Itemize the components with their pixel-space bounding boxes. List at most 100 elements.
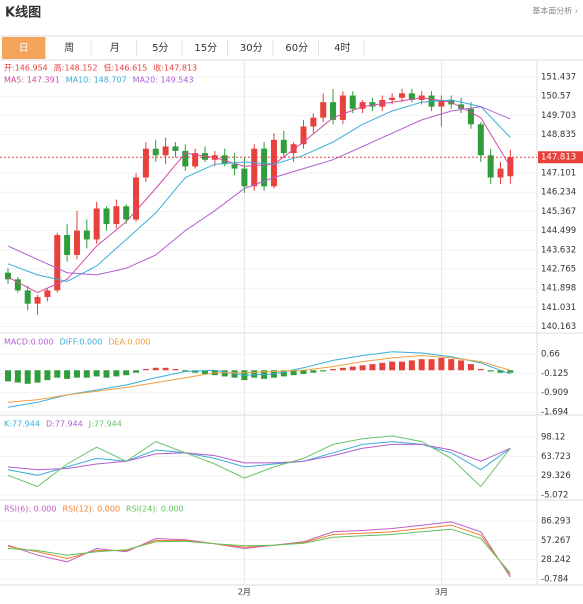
candle-body xyxy=(487,155,494,178)
indicator-label: RSI(6): 0.000 xyxy=(4,505,56,514)
x-tick-label: 2月 xyxy=(238,588,251,597)
indicator-label: D:77.944 xyxy=(46,420,83,429)
indicator-line xyxy=(7,443,511,471)
macd-bar xyxy=(408,360,415,371)
macd-bar xyxy=(467,364,474,371)
candle-body xyxy=(438,99,445,107)
y-tick-label: 28.242 xyxy=(541,555,571,565)
ohlc-label: 高:148.152 xyxy=(54,63,98,73)
y-tick-label: -0.909 xyxy=(541,388,568,398)
candle-body xyxy=(54,235,61,291)
candle-body xyxy=(162,146,169,156)
macd-bar xyxy=(44,370,51,381)
macd-bar xyxy=(300,370,307,374)
macd-bar xyxy=(290,370,297,376)
y-tick-label: -5.072 xyxy=(541,490,568,500)
indicator-line xyxy=(7,99,511,283)
candle-body xyxy=(172,146,179,151)
y-tick-label: 149.703 xyxy=(541,111,576,121)
macd-bar xyxy=(64,370,71,379)
macd-bar xyxy=(330,369,337,371)
candle-body xyxy=(497,168,504,178)
macd-bar xyxy=(497,370,504,373)
y-tick-label: 145.367 xyxy=(541,207,576,217)
candle-body xyxy=(231,164,238,169)
indicator-line xyxy=(7,97,511,294)
y-tick-label: 0.66 xyxy=(541,350,560,360)
ohlc-label: 收:147.813 xyxy=(153,63,197,73)
y-tick-label: 141.031 xyxy=(541,303,576,313)
candle-body xyxy=(221,155,228,165)
candle-body xyxy=(142,148,149,178)
candle-body xyxy=(330,102,337,120)
macd-bar xyxy=(359,365,366,371)
macd-bar xyxy=(349,366,356,371)
y-tick-label: 29.326 xyxy=(541,471,571,481)
tab[interactable]: 4时 xyxy=(334,42,350,54)
candle-body xyxy=(241,168,248,187)
candle-body xyxy=(320,102,327,118)
fundamental-link[interactable]: 基本面分析 › xyxy=(532,6,578,16)
y-tick-label: 146.234 xyxy=(541,188,576,198)
macd-bar xyxy=(73,370,80,378)
ma-label: MA5: 147.391 xyxy=(4,76,60,85)
y-tick-label: -0.784 xyxy=(541,575,568,585)
indicator-line xyxy=(7,521,511,578)
candle-body xyxy=(399,93,405,98)
y-tick-label: 143.632 xyxy=(541,245,576,255)
macd-bar xyxy=(182,370,189,372)
candle-body xyxy=(300,126,307,145)
tab[interactable]: 5分 xyxy=(152,42,168,54)
macd-bar xyxy=(399,361,405,371)
candle-body xyxy=(24,290,31,304)
indicator-label: RSI(24): 0.000 xyxy=(126,505,184,514)
macd-bar xyxy=(428,359,435,371)
macd-bar xyxy=(221,370,228,377)
candle-body xyxy=(182,150,189,167)
candle-body xyxy=(349,95,356,109)
macd-bar xyxy=(448,359,455,371)
tab-selected-bg xyxy=(2,37,46,59)
macd-bar xyxy=(202,370,208,374)
macd-bar xyxy=(477,369,484,371)
tab[interactable]: 月 xyxy=(110,42,120,54)
x-tick-label: 3月 xyxy=(435,588,448,597)
candle-body xyxy=(290,144,297,154)
y-tick-label: 142.765 xyxy=(541,265,576,275)
macd-bar xyxy=(507,370,514,373)
y-tick-label: 148.835 xyxy=(541,130,576,140)
current-price-box xyxy=(538,151,583,164)
ma-label: MA20: 149.543 xyxy=(133,76,194,85)
macd-label: MACD:0.000 xyxy=(4,338,54,347)
macd-bar xyxy=(172,369,179,371)
macd-bar xyxy=(339,367,346,371)
candle-body xyxy=(389,97,396,100)
candle-body xyxy=(261,148,268,187)
macd-bar xyxy=(5,370,11,382)
candle-body xyxy=(14,279,21,291)
candle-body xyxy=(123,206,130,220)
candle-body xyxy=(34,297,41,304)
candle-body xyxy=(458,104,465,109)
candle-body xyxy=(44,290,51,298)
tab[interactable]: 日 xyxy=(19,43,29,54)
tab[interactable]: 周 xyxy=(64,42,74,54)
candle-body xyxy=(369,102,376,107)
y-tick-label: -1.694 xyxy=(541,407,568,417)
tab[interactable]: 60分 xyxy=(285,42,308,54)
indicator-label: DIFF:0.000 xyxy=(60,338,103,347)
tab[interactable]: 30分 xyxy=(240,42,263,54)
candle-body xyxy=(359,102,366,109)
macd-bar xyxy=(418,359,425,371)
candle-body xyxy=(270,139,277,187)
macd-bar xyxy=(123,370,130,376)
y-tick-label: 98.12 xyxy=(541,432,565,442)
indicator-line xyxy=(7,435,511,488)
macd-bar xyxy=(310,370,317,373)
y-tick-label: 147.101 xyxy=(541,169,576,179)
candle-body xyxy=(467,108,474,125)
candle-body xyxy=(93,208,100,240)
tab[interactable]: 15分 xyxy=(194,42,217,54)
macd-bar xyxy=(487,370,494,372)
